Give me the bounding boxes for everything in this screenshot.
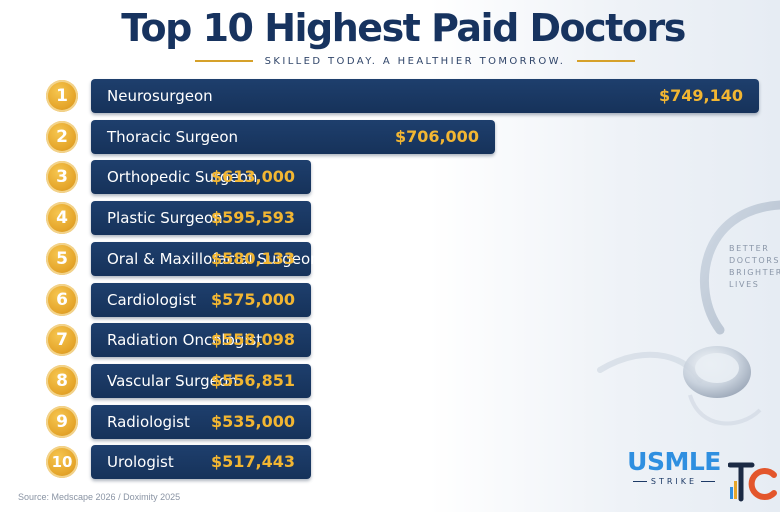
bar-label: Plastic Surgeon [107, 209, 223, 228]
page-subtitle: SKILLED TODAY. A HEALTHIER TOMORROW. [264, 55, 566, 67]
rank-badge: 3 [46, 161, 78, 194]
page-title: Top 10 Highest Paid Doctors [121, 6, 686, 50]
bar-value-label: $749,140 [658, 86, 743, 105]
bar-label: Orthopedic Surgeon [107, 168, 258, 187]
bar: Urologist $517,443 [91, 445, 311, 480]
bar-label: Vascular Surgeon [107, 371, 238, 390]
bar-label: Thoracic Surgeon [107, 127, 239, 146]
bar-label: Cardiologist [107, 290, 197, 309]
bar-value-label: $706,000 [394, 126, 479, 146]
rank-badge: 7 [46, 324, 78, 357]
source-note: Source: Medscape 2026 / Doximity 2025 [18, 492, 181, 502]
tc-logo-mark: TC [728, 462, 777, 502]
bar-label: Urologist [107, 453, 174, 472]
bar-value-label: $517,443 [210, 452, 295, 472]
side-tagline: BETTER DOCTORS BRIGHTER LIVES [729, 244, 780, 289]
bar-value-label: $613,000 [210, 167, 295, 187]
rank-badge: 4 [46, 202, 78, 235]
bar-value-label: $575,000 [210, 289, 295, 309]
bar: Cardiologist $575,000 [91, 282, 311, 317]
bar: Neurosurgeon $749,140 [91, 79, 759, 113]
rank-badge: 2 [46, 120, 78, 153]
subtitle-rule-right [577, 60, 635, 62]
bar-value-label: $558,098 [210, 330, 295, 350]
bar-value-label: $556,851 [210, 370, 295, 390]
bar-label: Oral & Maxillofacial Surgeon [107, 249, 320, 268]
bar: Thoracic Surgeon $706,000 [91, 119, 495, 154]
logo-main-text: USMLE [627, 447, 721, 476]
bar-value-label: $595,593 [210, 208, 295, 228]
rank-badge: 9 [46, 405, 78, 438]
bar-label: Radiation Oncologist [107, 331, 263, 350]
bar: Vascular Surgeon $556,851 [91, 363, 311, 398]
bar-label: Radiologist [107, 412, 190, 431]
bar: Plastic Surgeon $595,593 [91, 201, 311, 236]
rank-badge: 6 [46, 283, 78, 316]
bar-value-label: $580,133 [210, 248, 295, 268]
rank-badge: 5 [46, 242, 78, 275]
rank-badge: 10 [46, 446, 78, 479]
bar: Oral & Maxillofacial Surgeon $580,133 [91, 241, 320, 276]
bar: Orthopedic Surgeon $613,000 [91, 160, 311, 195]
bar: Radiation Oncologist $558,098 [91, 323, 311, 358]
logo-sub-text: STRIKE [618, 477, 730, 486]
subtitle-rule-left [195, 60, 253, 62]
bar: Radiologist $535,000 [91, 404, 311, 439]
bar-label: Neurosurgeon [107, 87, 213, 105]
bar-value-label: $535,000 [210, 411, 295, 431]
rank-badge: 8 [46, 364, 78, 397]
subtitle-row: SKILLED TODAY. A HEALTHIER TOMORROW. [195, 54, 635, 68]
rank-badge: 1 [46, 80, 78, 112]
usmle-strike-logo: USMLE STRIKE [618, 447, 730, 487]
